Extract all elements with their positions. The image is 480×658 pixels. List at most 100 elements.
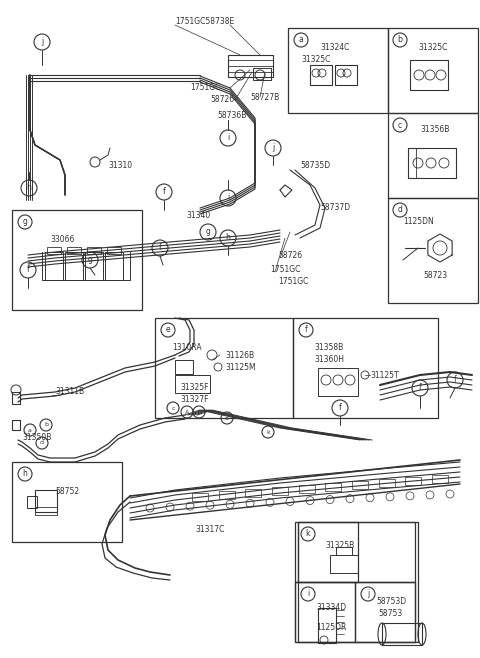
Text: 58752: 58752 [55,488,79,497]
Bar [272,487,288,495]
Bar [330,555,358,573]
Text: j: j [272,143,274,153]
Text: 31325B: 31325B [325,540,354,549]
Bar [288,28,388,113]
Text: 1751GC: 1751GC [278,278,308,286]
Text: g: g [205,228,210,236]
Text: h: h [23,470,27,478]
Bar [405,477,421,485]
Bar [27,496,37,508]
Bar [67,247,81,254]
Text: h: h [226,234,230,243]
Bar [295,582,415,642]
Text: k: k [306,530,310,538]
Bar [318,368,358,396]
Text: g: g [87,255,93,265]
Bar [175,375,210,393]
Text: f: f [305,326,307,334]
Bar [12,420,20,430]
Bar [105,252,123,280]
Text: f: f [26,265,29,274]
Bar [408,148,416,178]
Text: A: A [185,409,189,415]
Bar [298,522,358,582]
Bar [65,252,83,280]
Text: 1751GC: 1751GC [190,84,220,93]
Bar [325,483,341,491]
Text: i: i [307,590,309,599]
Text: 31358B: 31358B [314,343,343,353]
Text: f: f [338,403,341,413]
Bar [432,475,448,483]
Text: 33066: 33066 [50,236,74,245]
Bar [295,582,355,642]
Bar [12,210,142,310]
Text: a: a [28,428,32,432]
Text: 58736B: 58736B [217,111,246,120]
Bar [379,479,395,487]
Bar [47,247,61,254]
Text: 31125T: 31125T [370,370,398,380]
Bar [175,360,193,374]
Text: 58723: 58723 [423,270,447,280]
Bar [35,507,57,515]
Bar [219,491,235,499]
Text: 31311B: 31311B [55,388,84,397]
Text: 58735D: 58735D [300,161,330,170]
Bar [107,247,121,254]
Bar [408,148,456,178]
Text: 58727B: 58727B [250,93,279,101]
Bar [318,608,336,643]
Text: 1310RA: 1310RA [172,343,202,353]
Text: 31324C: 31324C [320,43,350,53]
Bar [87,247,101,254]
Text: i: i [227,193,229,203]
Text: b: b [397,36,402,45]
Text: a: a [299,36,303,45]
Text: 1751GC: 1751GC [270,265,300,274]
Text: 1751GC58738E: 1751GC58738E [175,18,234,26]
Text: f: f [163,188,166,197]
Bar [298,522,418,642]
Bar [12,392,20,404]
Text: e: e [166,326,170,334]
Text: d: d [40,440,44,445]
Text: i: i [227,134,229,143]
Bar [388,28,478,113]
Bar [35,490,57,512]
Text: 31334D: 31334D [316,603,346,613]
Text: f: f [454,376,456,384]
Text: c: c [171,405,175,411]
Text: f: f [419,384,421,393]
Text: 31310: 31310 [108,161,132,170]
Text: 58753: 58753 [378,609,402,619]
Bar [253,68,271,80]
Text: 31356B: 31356B [420,126,450,134]
Bar [335,65,357,85]
Bar [45,252,63,280]
Bar [85,252,103,280]
Text: 58737D: 58737D [320,203,350,213]
Bar [388,113,478,198]
Text: c: c [398,120,402,130]
Bar [192,493,208,501]
Text: 31350B: 31350B [22,434,51,442]
Text: b: b [44,422,48,428]
Text: 31327F: 31327F [180,395,208,405]
Bar [355,582,415,642]
Text: d: d [397,205,402,215]
Text: j: j [367,590,369,599]
Text: j: j [41,38,43,47]
Text: 31325C: 31325C [301,55,331,64]
Bar [352,481,368,489]
Text: 58753D: 58753D [376,597,406,607]
Text: h: h [26,184,31,193]
Text: 31325C: 31325C [418,43,448,53]
Text: B: B [197,409,201,415]
Bar [410,60,448,90]
Text: g: g [23,218,27,226]
Text: 1125DR: 1125DR [316,622,347,632]
Bar [382,623,422,645]
Text: 31325F: 31325F [180,384,208,393]
Text: 31125M: 31125M [225,363,256,372]
